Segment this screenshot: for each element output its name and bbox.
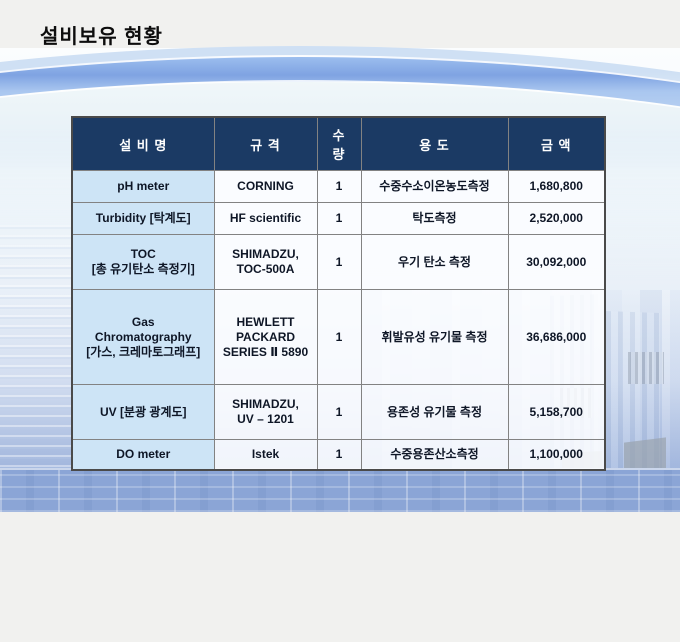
cell-usage: 수중수소이온농도측정 xyxy=(360,170,509,203)
cell-specification: SHIMADZU, UV – 1201 xyxy=(213,384,318,440)
cell-equipment-name: UV [분광 광계도] xyxy=(71,384,215,440)
cell-quantity: 1 xyxy=(316,439,362,471)
page-title: 설비보유 현황 xyxy=(40,26,163,48)
table-header-row: 설 비 명 규 격 수 량 용 도 금 액 xyxy=(71,116,606,171)
cell-amount: 1,680,800 xyxy=(507,170,606,203)
table-row: UV [분광 광계도] SHIMADZU, UV – 1201 1 용존성 유기… xyxy=(71,384,606,440)
cell-amount: 30,092,000 xyxy=(507,234,606,290)
table-row: DO meter Istek 1 수중용존산소측정 1,100,000 xyxy=(71,439,606,471)
cell-specification: HEWLETT PACKARD SERIES Ⅱ 5890 xyxy=(213,289,318,385)
cell-equipment-name: DO meter xyxy=(71,439,215,471)
cell-quantity: 1 xyxy=(316,202,362,235)
cell-specification: SHIMADZU, TOC-500A xyxy=(213,234,318,290)
cell-usage: 탁도측정 xyxy=(360,202,509,235)
table-row: Gas Chromatography [가스, 크레마토그래프] HEWLETT… xyxy=(71,289,606,385)
header-usage: 용 도 xyxy=(360,116,509,171)
cell-quantity: 1 xyxy=(316,170,362,203)
table-row: TOC [총 유기탄소 측정기] SHIMADZU, TOC-500A 1 우기… xyxy=(71,234,606,290)
cell-specification: HF scientific xyxy=(213,202,318,235)
header-quantity: 수 량 xyxy=(316,116,362,171)
cell-equipment-name: Gas Chromatography [가스, 크레마토그래프] xyxy=(71,289,215,385)
header-amount: 금 액 xyxy=(507,116,606,171)
cell-specification: Istek xyxy=(213,439,318,471)
cell-quantity: 1 xyxy=(316,289,362,385)
header-equipment-name: 설 비 명 xyxy=(71,116,215,171)
equipment-table: 설 비 명 규 격 수 량 용 도 금 액 pH meter CORNING 1… xyxy=(71,116,606,471)
table-row: pH meter CORNING 1 수중수소이온농도측정 1,680,800 xyxy=(71,170,606,203)
cell-quantity: 1 xyxy=(316,384,362,440)
cell-amount: 2,520,000 xyxy=(507,202,606,235)
table-row: Turbidity [탁계도] HF scientific 1 탁도측정 2,5… xyxy=(71,202,606,235)
cell-equipment-name: TOC [총 유기탄소 측정기] xyxy=(71,234,215,290)
cell-usage: 용존성 유기물 측정 xyxy=(360,384,509,440)
header-specification: 규 격 xyxy=(213,116,318,171)
cell-amount: 1,100,000 xyxy=(507,439,606,471)
cell-amount: 36,686,000 xyxy=(507,289,606,385)
cell-usage: 우기 탄소 측정 xyxy=(360,234,509,290)
cell-equipment-name: Turbidity [탁계도] xyxy=(71,202,215,235)
cell-usage: 휘발유성 유기물 측정 xyxy=(360,289,509,385)
cell-amount: 5,158,700 xyxy=(507,384,606,440)
cell-quantity: 1 xyxy=(316,234,362,290)
cell-usage: 수중용존산소측정 xyxy=(360,439,509,471)
cell-specification: CORNING xyxy=(213,170,318,203)
cell-equipment-name: pH meter xyxy=(71,170,215,203)
